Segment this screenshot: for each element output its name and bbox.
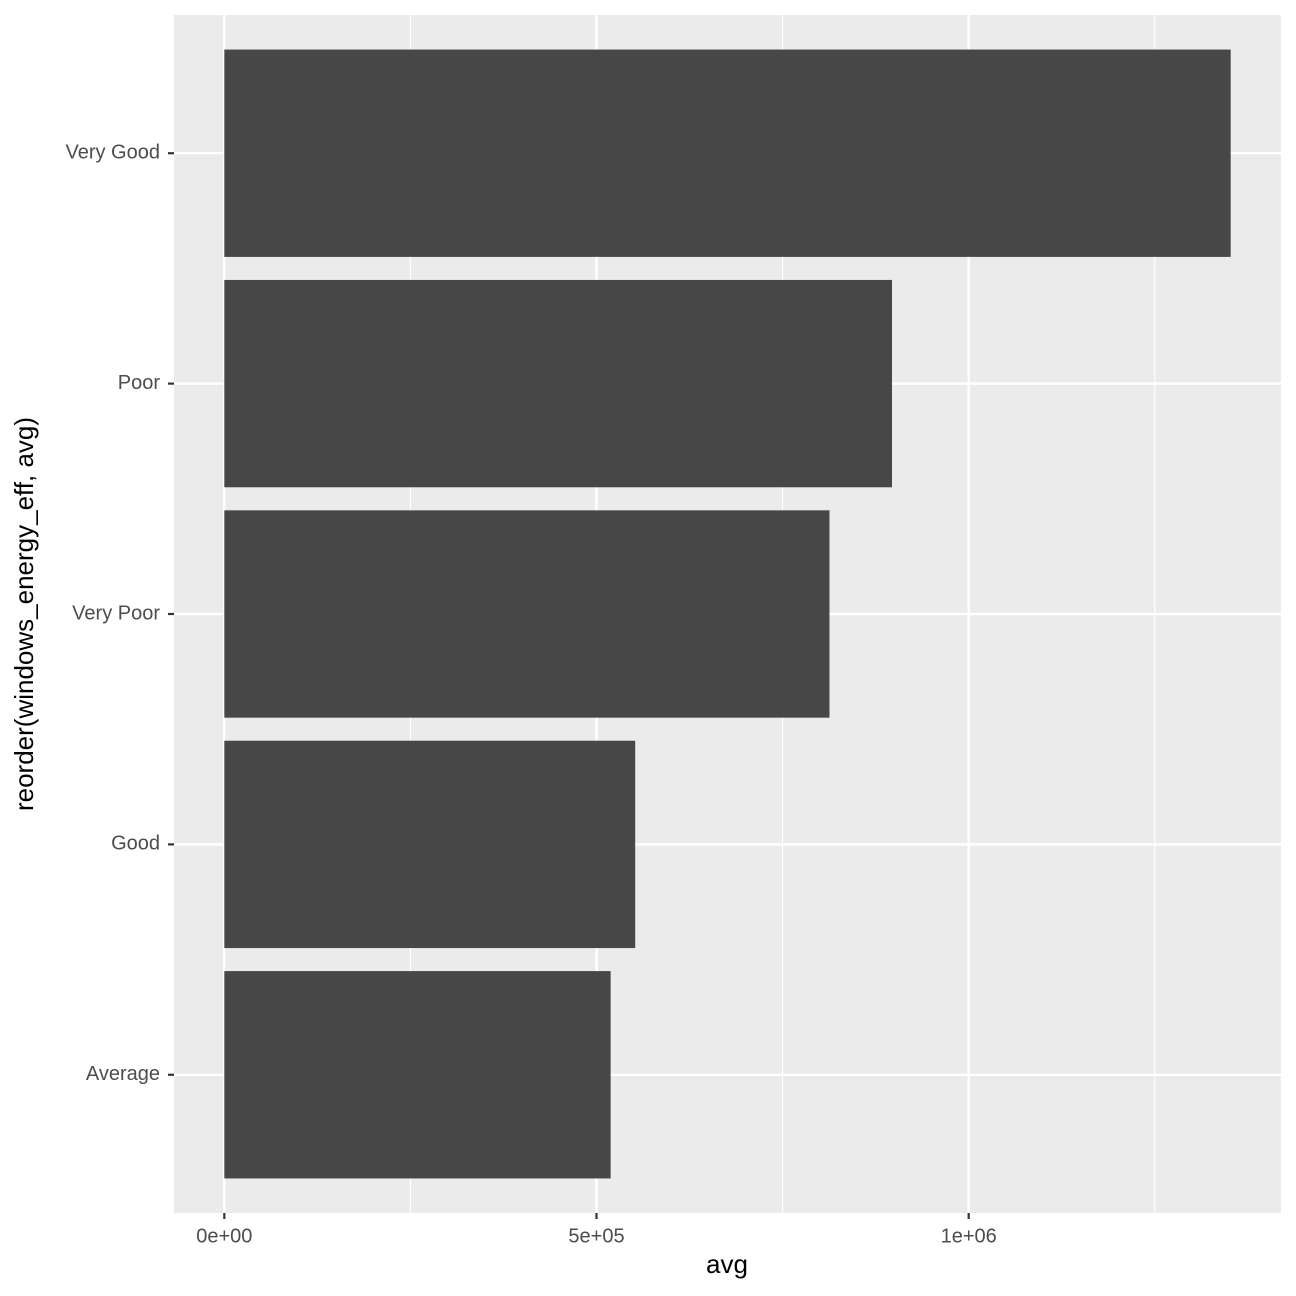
x-tick-label: 0e+00	[196, 1225, 252, 1247]
bar	[224, 49, 1231, 257]
bar	[224, 740, 636, 949]
x-tick-label: 1e+06	[941, 1225, 997, 1247]
y-axis-title: reorder(windows_energy_eff, avg)	[9, 417, 39, 811]
bar	[224, 279, 893, 488]
x-axis-title: avg	[706, 1249, 748, 1279]
bar	[224, 510, 830, 718]
y-tick-label: Very Good	[65, 142, 160, 164]
y-tick-label: Very Poor	[72, 602, 160, 624]
y-tick-label: Poor	[118, 372, 161, 394]
y-tick-label: Good	[111, 833, 160, 855]
bar	[224, 971, 611, 1179]
y-tick-label: Average	[86, 1063, 160, 1085]
x-tick-label: 5e+05	[568, 1225, 624, 1247]
